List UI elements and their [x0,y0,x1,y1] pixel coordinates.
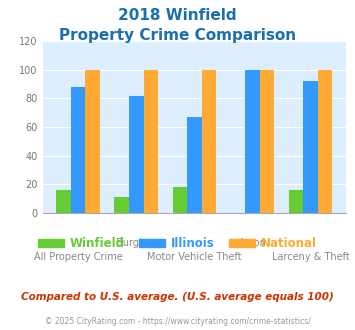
Text: © 2025 CityRating.com - https://www.cityrating.com/crime-statistics/: © 2025 CityRating.com - https://www.city… [45,317,310,326]
Bar [143,70,158,213]
Text: Larceny & Theft: Larceny & Theft [272,252,349,262]
Text: All Property Crime: All Property Crime [34,252,122,262]
Bar [260,70,274,213]
Bar [303,81,318,213]
Text: Burglary: Burglary [115,238,157,248]
Bar [245,70,260,213]
Text: Property Crime Comparison: Property Crime Comparison [59,28,296,43]
Text: Arson: Arson [239,238,266,248]
Bar [56,190,71,213]
Bar [71,87,86,213]
Bar [115,197,129,213]
Bar [129,96,143,213]
Text: Motor Vehicle Theft: Motor Vehicle Theft [147,252,242,262]
Legend: Winfield, Illinois, National: Winfield, Illinois, National [33,232,322,255]
Bar [289,190,303,213]
Text: Compared to U.S. average. (U.S. average equals 100): Compared to U.S. average. (U.S. average … [21,292,334,302]
Text: 2018 Winfield: 2018 Winfield [118,8,237,23]
Bar [173,187,187,213]
Bar [202,70,216,213]
Bar [86,70,100,213]
Bar [318,70,332,213]
Bar [187,117,202,213]
